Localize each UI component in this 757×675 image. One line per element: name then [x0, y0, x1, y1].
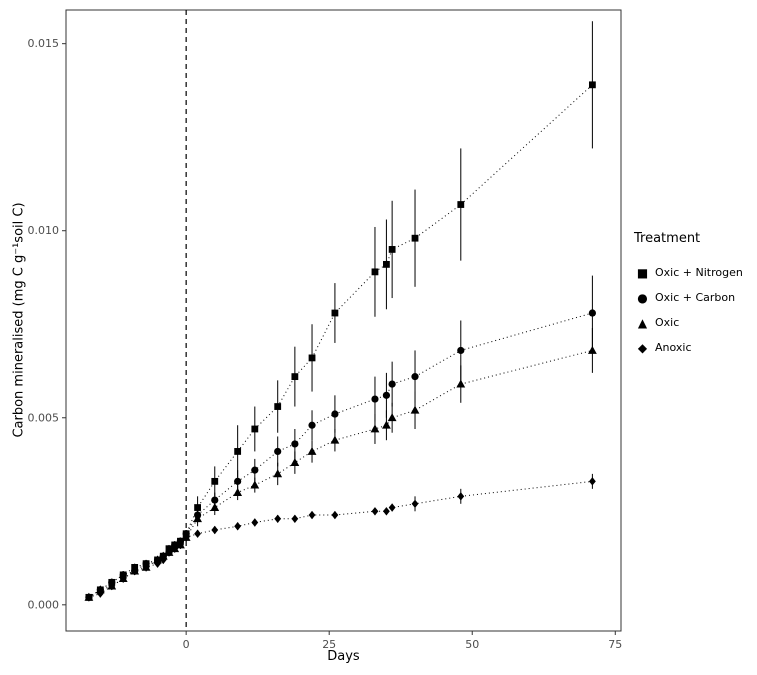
circle-point — [411, 373, 419, 381]
diamond-marker-icon: ◆ — [637, 340, 648, 355]
x-tick-label: 0 — [183, 638, 190, 651]
square-point — [457, 201, 465, 208]
diamond-point — [588, 477, 596, 486]
triangle-point — [233, 487, 243, 496]
circle-point — [457, 346, 465, 355]
triangle-point — [587, 345, 597, 354]
legend-item-oxic: ▲ Oxic — [634, 310, 743, 335]
x-axis: 0 25 50 75 — [183, 631, 622, 651]
triangle-point — [387, 413, 397, 422]
x-tick-label: 25 — [322, 638, 336, 651]
diamond-point — [154, 559, 161, 568]
diamond-point — [388, 503, 396, 512]
diamond-point — [159, 555, 167, 565]
diamond-point — [411, 499, 419, 509]
diamond-point — [194, 529, 201, 538]
triangle-point — [290, 458, 300, 467]
diamond-point — [291, 514, 299, 523]
triangle-point — [95, 585, 105, 594]
y-tick-label: 0.010 — [28, 224, 60, 237]
diamond-point — [85, 593, 93, 602]
diamond-point — [251, 518, 259, 527]
legend: Treatment ■ Oxic + Nitrogen ● Oxic + Car… — [634, 231, 743, 360]
diamond-point — [308, 510, 316, 520]
x-tick-label: 50 — [465, 638, 479, 651]
diamond-point — [234, 522, 242, 531]
legend-title: Treatment — [634, 231, 701, 246]
diamond-point — [177, 540, 184, 550]
circle-point — [234, 477, 242, 485]
circle-marker-icon: ● — [637, 290, 648, 305]
square-marker-icon: ■ — [636, 265, 649, 280]
y-tick-label: 0.005 — [28, 411, 60, 424]
x-tick-label: 75 — [608, 638, 622, 651]
triangle-point — [307, 446, 317, 455]
circle-point — [331, 410, 339, 418]
y-axis-title: Carbon mineralised (mg C g⁻¹soil C) — [11, 202, 27, 438]
square-point — [383, 260, 390, 268]
diamond-point — [383, 507, 390, 516]
square-point — [291, 373, 299, 381]
diamond-point — [142, 563, 150, 572]
square-point — [371, 268, 379, 276]
x-axis-title: Days — [327, 649, 360, 664]
y-axis: 0.000 0.005 0.010 0.015 — [28, 37, 66, 611]
triangle-point — [370, 424, 380, 433]
diamond-point — [331, 510, 339, 520]
triangle-point — [410, 405, 420, 414]
circle-point — [588, 309, 596, 317]
square-point — [331, 309, 339, 317]
circle-point — [251, 466, 259, 474]
square-point — [388, 246, 396, 253]
square-point — [274, 403, 282, 410]
triangle-point — [382, 420, 391, 429]
triangle-point — [273, 469, 283, 478]
diamond-point — [119, 574, 127, 583]
diamond-point — [96, 589, 104, 598]
legend-label: Oxic — [655, 316, 680, 329]
square-point — [251, 425, 259, 433]
circle-point — [308, 421, 316, 429]
square-point — [308, 354, 316, 362]
square-point — [211, 477, 219, 485]
circle-point — [388, 380, 396, 388]
triangle-point — [193, 514, 202, 523]
series-anoxic — [85, 473, 596, 602]
diamond-point — [274, 514, 282, 523]
square-point — [234, 448, 242, 455]
diamond-point — [371, 507, 379, 516]
legend-item-anoxic: ◆ Anoxic — [634, 335, 743, 360]
legend-label: Anoxic — [655, 341, 692, 354]
diamond-point — [171, 544, 179, 553]
triangle-point — [330, 435, 340, 444]
circle-point — [274, 447, 282, 456]
diamond-point — [131, 566, 139, 576]
diamond-point — [457, 492, 465, 501]
triangle-point — [456, 379, 466, 388]
diamond-point — [165, 548, 173, 557]
diamond-point — [182, 533, 190, 542]
triangle-point — [250, 480, 260, 489]
triangle-point — [210, 502, 220, 511]
square-point — [588, 81, 596, 89]
y-tick-label: 0.015 — [28, 37, 60, 50]
circle-point — [291, 440, 299, 448]
panel-border — [65, 9, 622, 632]
legend-item-oxic-nitrogen: ■ Oxic + Nitrogen — [634, 260, 743, 285]
y-tick-label: 0.000 — [28, 598, 60, 611]
triangle-point — [158, 551, 168, 560]
legend-label: Oxic + Carbon — [655, 291, 736, 304]
diamond-point — [211, 525, 219, 535]
circle-point — [371, 395, 379, 403]
circle-point — [382, 391, 391, 399]
legend-item-oxic-carbon: ● Oxic + Carbon — [634, 285, 743, 310]
triangle-point — [153, 555, 162, 564]
square-point — [411, 234, 419, 242]
legend-label: Oxic + Nitrogen — [655, 266, 743, 279]
diamond-point — [108, 581, 116, 591]
triangle-marker-icon: ▲ — [637, 315, 648, 330]
